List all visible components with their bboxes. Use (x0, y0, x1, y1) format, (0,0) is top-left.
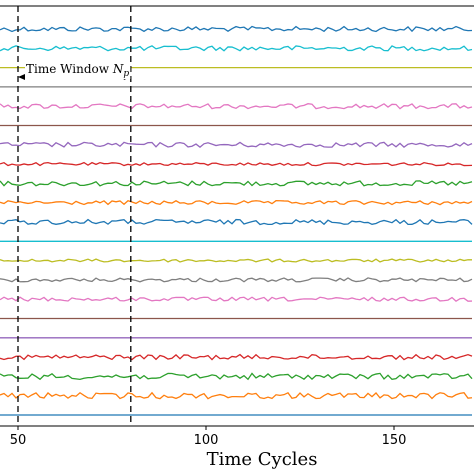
series-line-1 (0, 25, 473, 33)
window-label-symbol: N (112, 62, 124, 76)
time-window-markers: Time Window Np (17, 6, 132, 426)
series-line-5 (0, 103, 473, 110)
x-tick-label: 50 (10, 433, 27, 448)
series-line-9 (0, 180, 473, 187)
window-label-prefix: Time Window (26, 62, 113, 76)
x-axis-label: Time Cycles (207, 449, 318, 470)
series-line-7 (0, 141, 473, 148)
series-line-15 (0, 296, 473, 302)
window-label-subscript: p (123, 69, 129, 79)
series-line-14 (0, 277, 473, 283)
window-label-background (25, 62, 131, 79)
series-line-19 (0, 372, 473, 381)
series-line-8 (0, 161, 473, 167)
series-line-10 (0, 200, 473, 206)
arrowhead-left-icon (18, 74, 25, 80)
series-line-18 (0, 353, 473, 361)
plot-frame (0, 5, 474, 427)
x-axis-ticks: 50 100 150 (10, 426, 407, 448)
series-layer (0, 25, 473, 416)
plot-border (0, 5, 474, 427)
x-tick-label: 100 (194, 433, 219, 448)
series-line-11 (0, 218, 473, 226)
series-line-13 (0, 258, 473, 263)
window-label: Time Window Np (26, 62, 129, 79)
series-line-20 (0, 391, 473, 400)
x-tick-label: 150 (382, 433, 407, 448)
series-line-2 (0, 45, 473, 52)
